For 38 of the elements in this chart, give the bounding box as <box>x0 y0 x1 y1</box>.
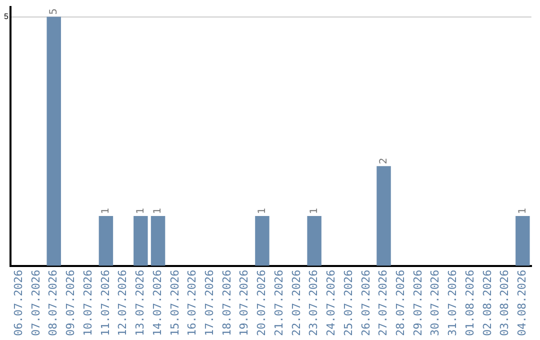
x-tick-label: 22.07.2026 <box>290 270 303 336</box>
x-tick-label: 25.07.2026 <box>342 270 355 336</box>
x-tick-label: 07.07.2026 <box>29 270 42 336</box>
data-label: 1 <box>152 208 164 214</box>
x-tick-label: 17.07.2026 <box>202 270 216 336</box>
x-tick-label: 03.08.2026 <box>498 270 512 336</box>
x-tick-label: 08.07.2026 <box>46 270 60 336</box>
x-tick-label: 01.08.2026 <box>463 270 476 336</box>
x-tick-label: 23.07.2026 <box>307 270 320 336</box>
x-tick-label: 28.07.2026 <box>394 270 407 336</box>
x-tick-label: 15.07.2026 <box>168 270 182 336</box>
x-tick-label: 29.07.2026 <box>411 270 424 336</box>
x-tick-label: 11.07.2026 <box>98 270 112 336</box>
x-tick-label: 26.07.2026 <box>359 270 372 336</box>
x-tick-label: 04.08.2026 <box>516 270 529 336</box>
x-tick-label: 02.08.2026 <box>480 270 494 336</box>
x-tick-label: 30.07.2026 <box>428 270 442 336</box>
x-tick-label: 10.07.2026 <box>81 270 94 336</box>
x-tick-label: 20.07.2026 <box>255 270 268 336</box>
x-tick-label: 27.07.2026 <box>376 270 390 336</box>
x-tick-label: 12.07.2026 <box>116 270 130 336</box>
x-tick-label: 31.07.2026 <box>446 270 460 336</box>
x-tick-label: 09.07.2026 <box>64 270 78 336</box>
x-tick-label: 19.07.2026 <box>238 270 251 336</box>
data-label: 1 <box>135 208 146 214</box>
data-label: 2 <box>378 158 390 164</box>
x-tick-label: 14.07.2026 <box>150 270 164 336</box>
data-label: 1 <box>517 208 528 214</box>
x-tick-label: 13.07.2026 <box>134 270 147 336</box>
data-label: 5 <box>48 8 60 15</box>
data-label: 1 <box>100 208 112 214</box>
x-tick-label: 06.07.2026 <box>12 270 25 336</box>
x-tick-label: 16.07.2026 <box>186 270 199 336</box>
x-tick-label: 24.07.2026 <box>324 270 338 336</box>
data-label: 1 <box>308 208 320 214</box>
x-tick-label: 21.07.2026 <box>272 270 286 336</box>
x-tick-label: 18.07.2026 <box>220 270 234 336</box>
data-label: 1 <box>256 208 268 214</box>
